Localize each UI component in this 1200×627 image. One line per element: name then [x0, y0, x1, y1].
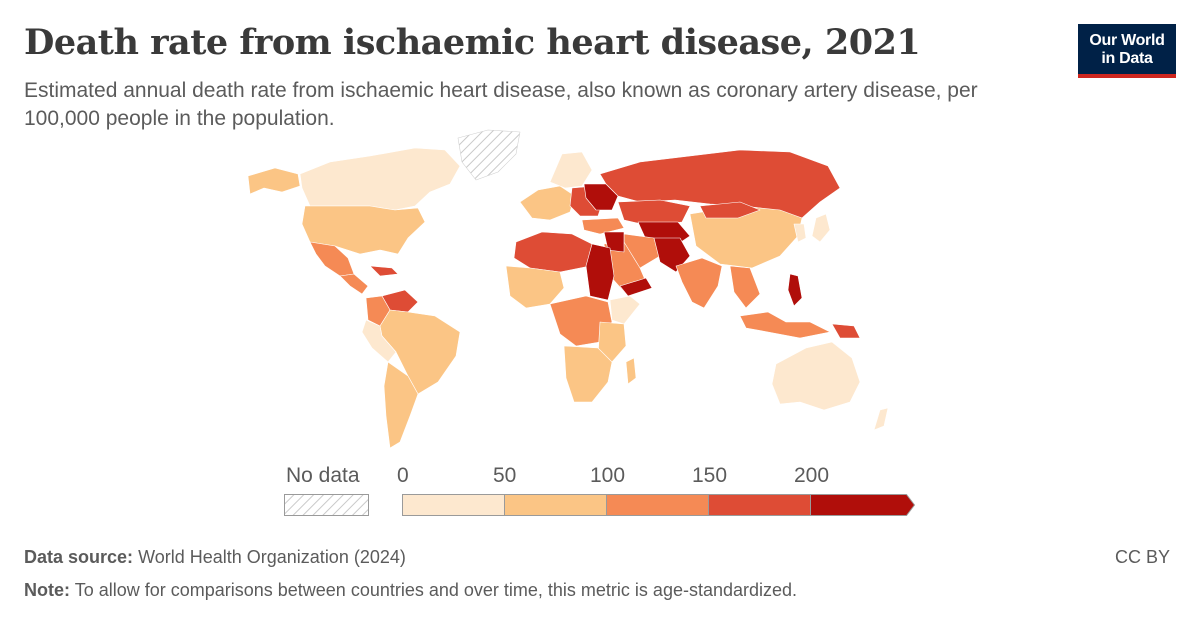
legend-bin[interactable] — [606, 494, 709, 516]
chart-subtitle: Estimated annual death rate from ischaem… — [24, 79, 978, 130]
legend-bin[interactable] — [708, 494, 811, 516]
data-source-label: Data source: — [24, 547, 134, 567]
note-text: To allow for comparisons between countri… — [74, 580, 798, 600]
region-kazakhstan[interactable] — [617, 199, 691, 227]
region-western-europe[interactable] — [519, 185, 576, 221]
region-southern-africa[interactable] — [563, 345, 613, 403]
region-madagascar[interactable] — [625, 357, 637, 385]
logo-line-2: in Data — [1101, 50, 1153, 67]
legend-bin[interactable] — [504, 494, 607, 516]
legend-tick-label: 200 — [794, 464, 830, 487]
owid-logo[interactable]: Our World in Data — [1078, 24, 1176, 78]
region-australia[interactable] — [771, 341, 861, 411]
region-new-zealand[interactable] — [873, 407, 889, 431]
region-west-africa[interactable] — [505, 265, 565, 309]
region-caribbean[interactable] — [369, 265, 399, 277]
region-argentina-chile[interactable] — [383, 361, 419, 449]
region-canada[interactable] — [299, 147, 461, 211]
region-korea[interactable] — [793, 223, 807, 243]
region-india[interactable] — [675, 257, 723, 309]
region-mongolia[interactable] — [699, 201, 761, 219]
region-alaska[interactable] — [247, 167, 301, 195]
legend-no-data-label: No data — [286, 464, 360, 487]
region-egypt-sudan[interactable] — [585, 243, 615, 301]
data-source-link[interactable]: World Health Organization (2024) — [138, 547, 406, 567]
region-peru[interactable] — [361, 319, 397, 363]
chart-note: Note: To allow for comparisons between c… — [24, 580, 797, 601]
region-horn-of-africa[interactable] — [609, 295, 641, 325]
chart-title: Death rate from ischaemic heart disease,… — [24, 22, 921, 63]
world-map[interactable] — [220, 126, 940, 456]
region-scandinavia[interactable] — [549, 151, 593, 189]
region-philippines[interactable] — [787, 273, 803, 307]
region-japan[interactable] — [811, 213, 831, 243]
legend-color-bar — [402, 494, 916, 516]
legend-tick-label: 100 — [590, 464, 626, 487]
region-indonesia[interactable] — [739, 311, 831, 339]
legend-tick-label: 150 — [692, 464, 728, 487]
region-central-america[interactable] — [339, 273, 369, 295]
legend-no-data-swatch — [284, 494, 369, 516]
region-yemen-oman[interactable] — [619, 277, 653, 297]
legend-bin[interactable] — [402, 494, 505, 516]
legend-bin[interactable] — [810, 494, 916, 516]
region-turkey[interactable] — [581, 217, 625, 235]
region-north-africa[interactable] — [513, 231, 593, 273]
logo-line-1: Our World — [1089, 32, 1165, 49]
region-china[interactable] — [689, 205, 803, 269]
note-label: Note: — [24, 580, 70, 600]
region-png[interactable] — [831, 323, 861, 339]
region-greenland[interactable] — [457, 129, 521, 181]
data-source: Data source: World Health Organization (… — [24, 547, 406, 568]
license-link[interactable]: CC BY — [1114, 547, 1170, 567]
region-levant-iraq[interactable] — [603, 231, 625, 253]
region-southeast-asia[interactable] — [729, 265, 761, 309]
legend-tick-label: 0 — [397, 464, 409, 487]
legend-tick-label: 50 — [493, 464, 517, 487]
